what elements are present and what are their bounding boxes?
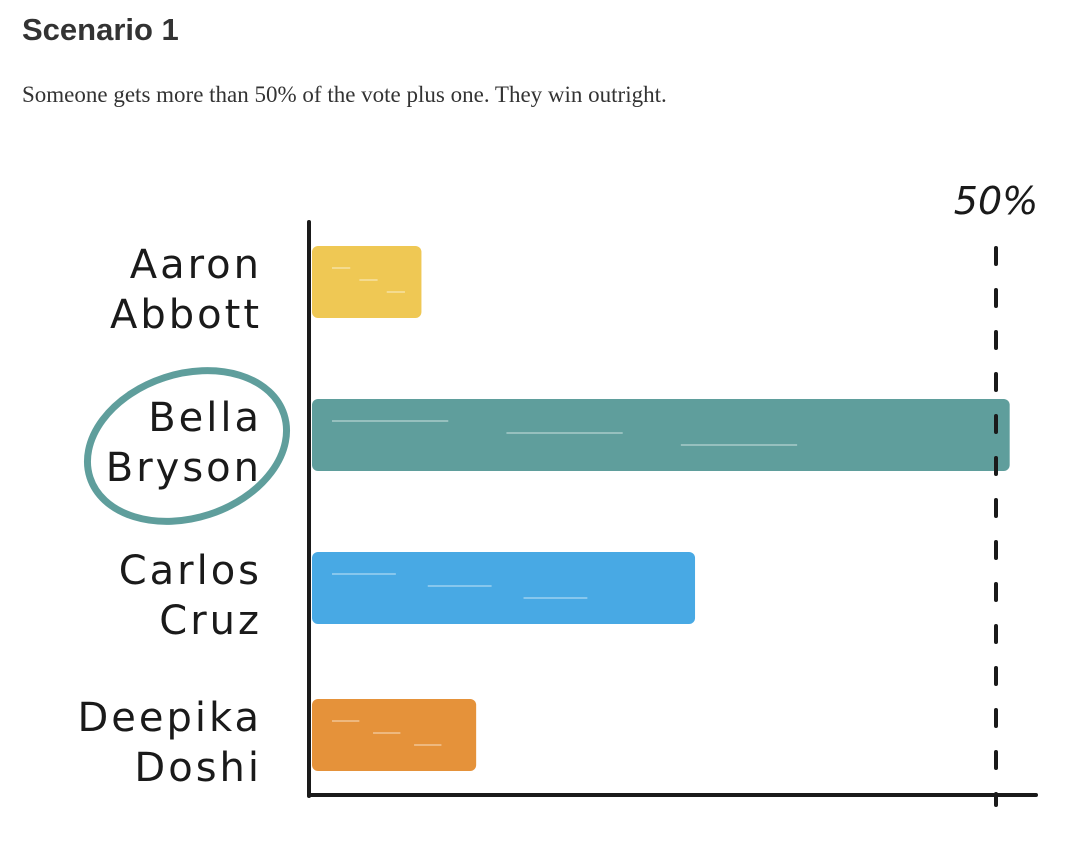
category-label: Cruz — [159, 598, 262, 644]
category-label: Bryson — [106, 445, 262, 491]
scenario-heading: Scenario 1 — [22, 12, 179, 47]
majority-threshold-label: 50% — [954, 179, 1038, 223]
winner-circle — [83, 367, 291, 525]
category-label: Abbott — [110, 292, 262, 338]
scenario-description: Someone gets more than 50% of the vote p… — [22, 82, 667, 107]
bar-deepika-doshi — [312, 699, 477, 771]
category-label: Carlos — [119, 548, 262, 594]
bar-aaron-abbott — [312, 246, 422, 318]
bar-carlos-cruz — [312, 552, 696, 624]
category-label: Doshi — [134, 745, 262, 791]
category-label: Aaron — [130, 242, 262, 288]
category-label: Bella — [148, 395, 262, 441]
bar-bella-bryson — [312, 399, 1010, 471]
category-label: Deepika — [78, 695, 263, 741]
